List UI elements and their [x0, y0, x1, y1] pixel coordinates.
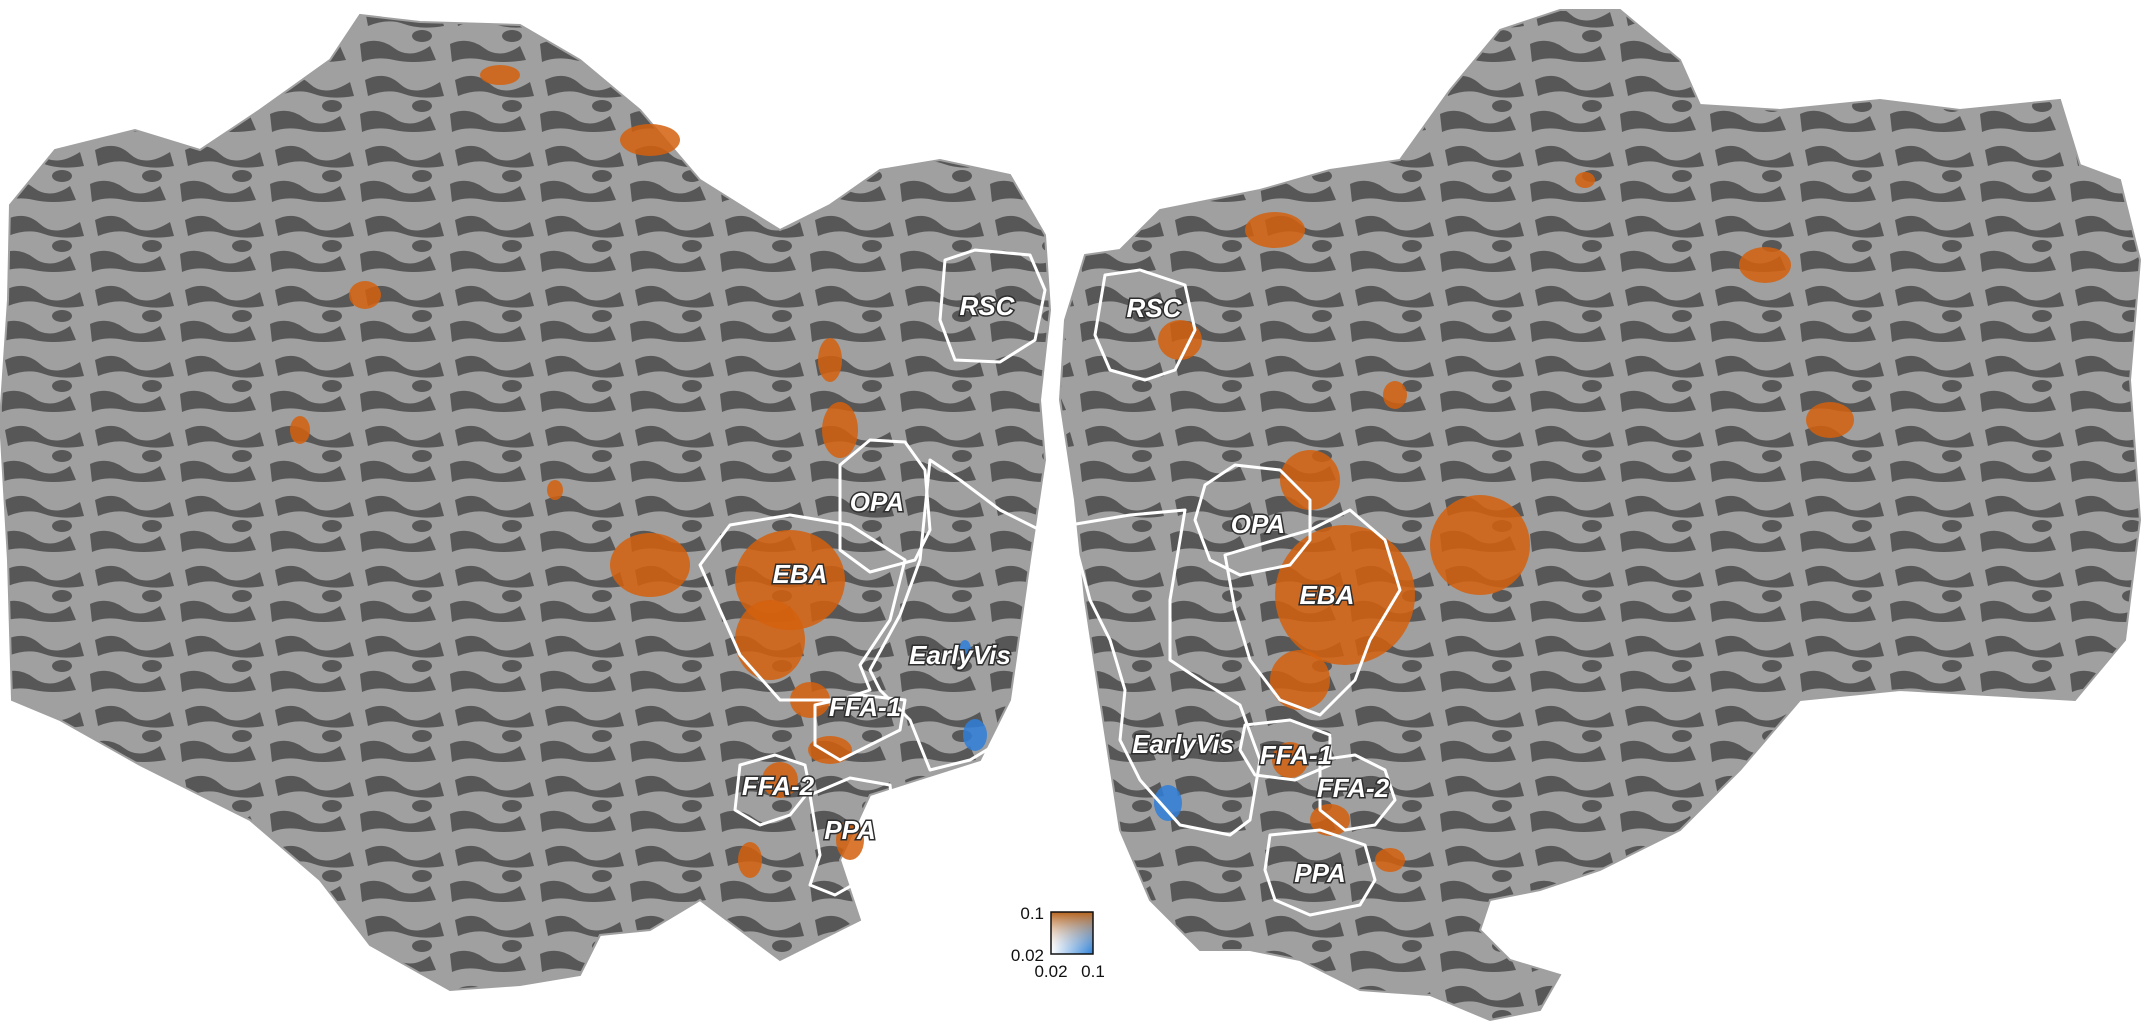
right-hemisphere: RSC OPA EBA EarlyVis FFA-1 FFA-2 PPA	[1058, 9, 2142, 1022]
right-roi-label-eba: EBA	[1300, 580, 1355, 610]
left-roi-label-earlyvis: EarlyVis	[909, 640, 1011, 670]
left-roi-ffa1-outline	[813, 693, 907, 762]
right-roi-ffa1-outline	[1238, 718, 1332, 782]
colorbar-2d: 0.1 0.02 0.02 0.1	[1011, 904, 1105, 981]
left-roi-rsc-outline	[938, 248, 1047, 364]
right-roi-label-rsc: RSC	[1127, 293, 1183, 323]
left-hemisphere: RSC OPA EBA EarlyVis FFA-1 FFA-2 PPA	[0, 13, 1052, 992]
right-roi-earlyvis-outline	[1068, 508, 1262, 837]
colorbar-x-left-label: 0.02	[1034, 962, 1067, 981]
left-activations	[290, 65, 864, 878]
right-roi-ffa2-outline	[1318, 753, 1397, 832]
right-roi-rsc-outline	[1093, 268, 1197, 382]
colorbar-frame	[1050, 911, 1094, 955]
left-activations-blue	[959, 640, 987, 751]
right-activations	[1158, 172, 1854, 872]
right-roi-label-ppa: PPA	[1294, 858, 1346, 888]
left-roi-earlyvis-outline	[868, 458, 1042, 772]
left-roi-label-ffa1: FFA-1	[829, 692, 901, 722]
left-roi-ppa-outline	[808, 776, 897, 897]
right-roi-label-ffa1: FFA-1	[1260, 740, 1332, 770]
left-roi-label-eba: EBA	[773, 559, 828, 589]
colorbar-y-top-label: 0.1	[1020, 904, 1044, 923]
left-roi-label-ffa2: FFA-2	[742, 771, 815, 801]
left-roi-opa-outline	[838, 438, 932, 574]
left-roi-label-ppa: PPA	[824, 815, 876, 845]
right-hemisphere-surface	[1058, 9, 2142, 1022]
colorbar-y-bottom-label: 0.02	[1011, 946, 1044, 965]
right-roi-eba-outline	[1223, 508, 1402, 717]
right-roi-opa-outline	[1193, 463, 1312, 577]
left-hemisphere-surface	[0, 13, 1052, 992]
left-roi-label-opa: OPA	[850, 487, 904, 517]
right-roi-label-earlyvis: EarlyVis	[1132, 729, 1234, 759]
right-roi-ppa-outline	[1263, 828, 1377, 917]
left-roi-eba-outline	[698, 513, 907, 702]
colorbar-vertical-overlay	[1051, 912, 1093, 954]
right-roi-label-ffa2: FFA-2	[1317, 773, 1390, 803]
right-roi-label-opa: OPA	[1231, 509, 1285, 539]
right-activations-blue	[1154, 785, 1182, 821]
colorbar-x-right-label: 0.1	[1081, 962, 1105, 981]
left-roi-label-rsc: RSC	[960, 291, 1016, 321]
left-roi-ffa2-outline	[733, 753, 812, 827]
